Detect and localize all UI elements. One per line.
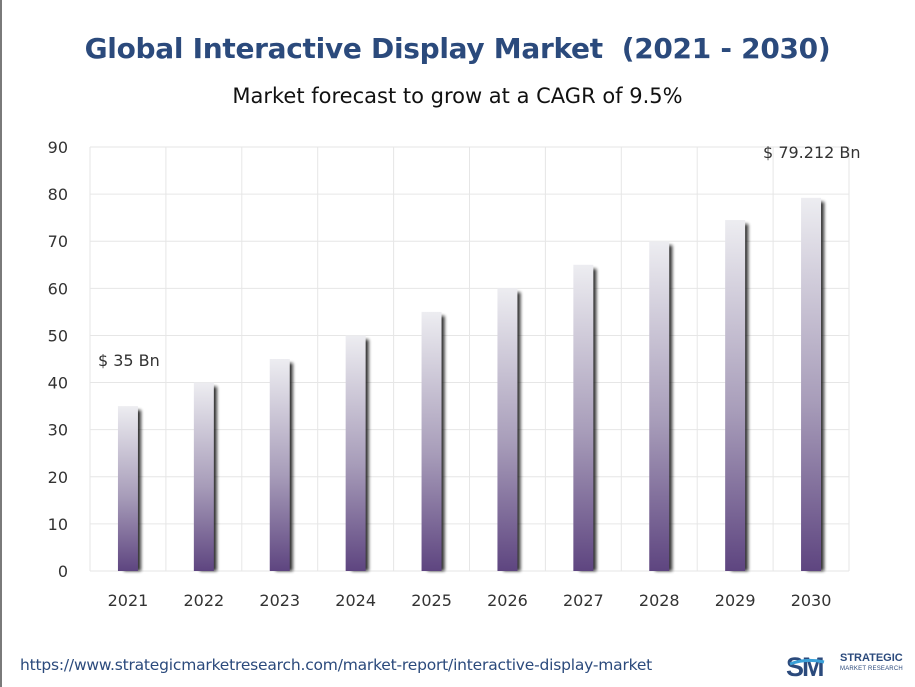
bar-2026 <box>497 288 518 571</box>
y-tick-label: 10 <box>48 515 68 534</box>
bar-2021 <box>117 406 138 571</box>
bar-2025 <box>421 311 442 571</box>
svg-text:SM: SM <box>786 652 823 682</box>
y-tick-label: 90 <box>48 138 68 157</box>
x-tick-label: 2025 <box>411 591 452 610</box>
x-tick-label: 2029 <box>715 591 756 610</box>
x-tick-label: 2026 <box>487 591 528 610</box>
data-annotation: $ 35 Bn <box>98 351 160 370</box>
sm-logo-icon: SM <box>786 652 825 682</box>
bars <box>117 197 822 571</box>
y-tick-label: 70 <box>48 232 68 251</box>
y-tick-label: 40 <box>48 374 68 393</box>
x-tick-label: 2028 <box>639 591 680 610</box>
bar-2027 <box>573 264 594 571</box>
y-tick-label: 60 <box>48 279 68 298</box>
x-tick-label: 2021 <box>108 591 149 610</box>
logo-line-1: STRATEGIC <box>840 652 903 664</box>
y-tick-label: 0 <box>58 562 68 581</box>
logo-line-2: MARKET RESEARCH <box>840 666 903 672</box>
bar-2030 <box>801 197 822 571</box>
bar-shadows <box>123 201 825 571</box>
company-logo: SM STRATEGIC MARKET RESEARCH <box>784 650 904 682</box>
logo-text: STRATEGIC MARKET RESEARCH <box>840 653 903 675</box>
bar-2022 <box>193 382 214 571</box>
data-annotation: $ 79.212 Bn <box>763 143 860 162</box>
x-tick-label: 2027 <box>563 591 604 610</box>
x-tick-label: 2022 <box>183 591 224 610</box>
y-tick-label: 30 <box>48 421 68 440</box>
bar-2028 <box>649 241 670 571</box>
y-tick-label: 50 <box>48 326 68 345</box>
left-frame-border <box>0 0 2 687</box>
bar-2024 <box>345 335 366 571</box>
x-tick-label: 2030 <box>791 591 832 610</box>
source-url-link[interactable]: https://www.strategicmarketresearch.com/… <box>20 656 653 674</box>
x-tick-label: 2023 <box>259 591 300 610</box>
y-tick-label: 20 <box>48 468 68 487</box>
y-tick-label: 80 <box>48 185 68 204</box>
x-tick-label: 2024 <box>335 591 376 610</box>
bar-2023 <box>269 359 290 571</box>
bar-2029 <box>725 220 746 571</box>
chart-title: Global Interactive Display Market (2021 … <box>84 32 831 65</box>
chart-subtitle: Market forecast to grow at a CAGR of 9.5… <box>232 84 683 108</box>
